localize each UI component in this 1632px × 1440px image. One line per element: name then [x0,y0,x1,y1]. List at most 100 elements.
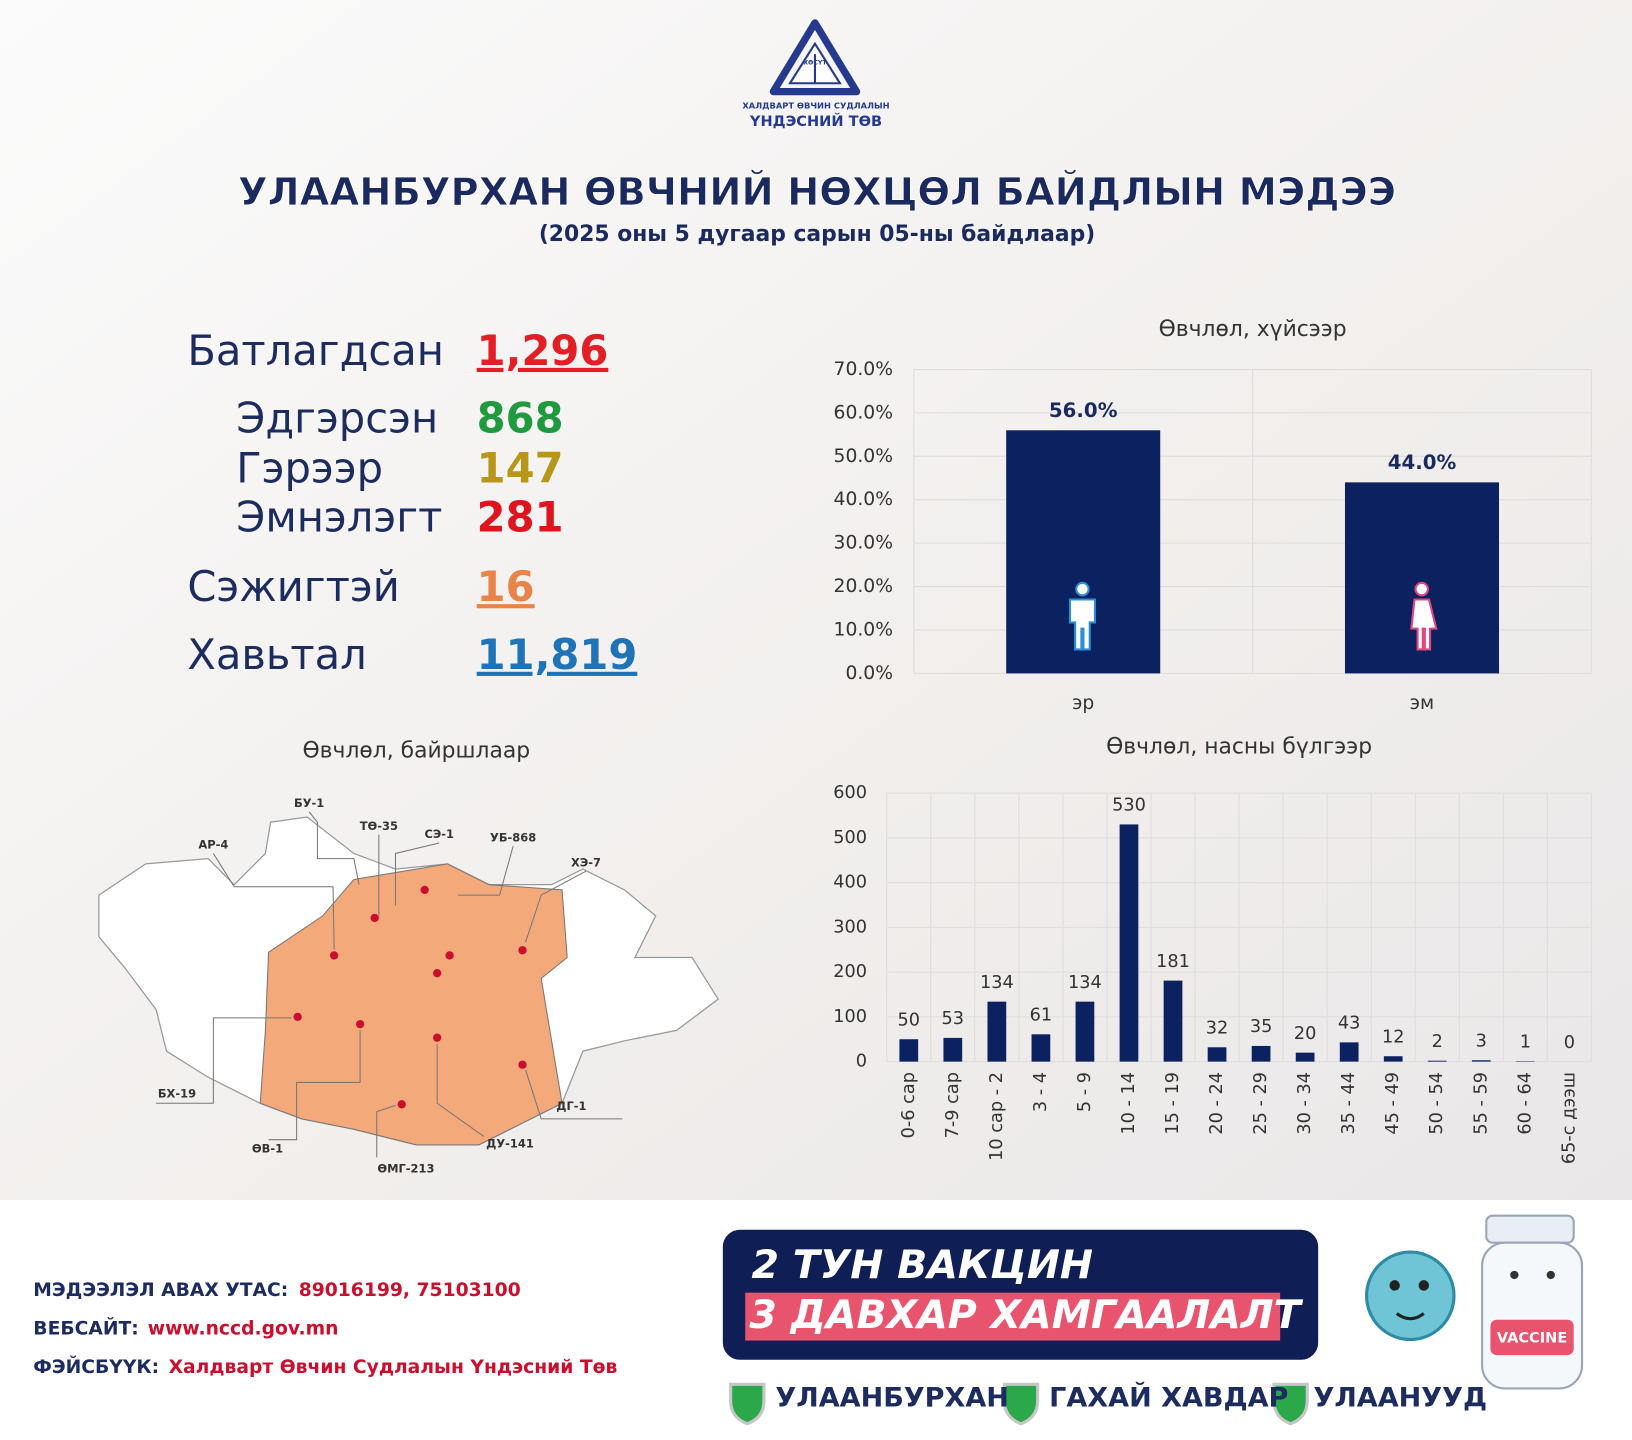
data-label: 44.0% [1388,451,1457,474]
bar [1251,1045,1271,1062]
web: www.nccd.gov.mn [148,1319,339,1340]
x-tick-label: 30 - 34 [1295,1072,1315,1135]
banner-line2: 3 ДАВХАР ХАМГААЛАЛТ [749,1292,1303,1338]
data-label: 61 [1030,1006,1053,1026]
x-tick-label: 60 - 64 [1515,1072,1535,1135]
map-label: ДГ-1 [556,1099,586,1113]
y-tick-label: 0.0% [845,663,893,684]
bar [943,1037,963,1062]
vaccine-label: VACCINE [1497,1329,1567,1346]
subtitle: (2025 оны 5 дугаар сарын 05-ны байдлаар) [539,222,1095,247]
data-label: 134 [1068,973,1102,993]
stat-value: 147 [477,443,564,492]
data-label: 12 [1382,1028,1405,1048]
x-tick-label: 35 - 44 [1339,1072,1359,1135]
check-icon [1002,1382,1040,1426]
map-label: ӨВ-1 [252,1142,283,1156]
data-label: 3 [1476,1032,1487,1052]
stat-label: Сэжигтэй [187,562,399,611]
x-tick-label: 65-с дээш [1559,1072,1579,1164]
female-icon [1410,581,1438,651]
y-tick-label: 10.0% [834,619,893,640]
data-label: 0 [1564,1033,1575,1053]
x-tick-label: 25 - 29 [1251,1072,1271,1135]
y-tick-label: 200 [833,962,867,982]
y-tick-label: 60.0% [834,402,893,423]
x-tick-label: 7-9 сар [943,1072,963,1138]
bar [1295,1052,1315,1062]
data-label: 134 [980,973,1014,993]
data-label: 43 [1338,1014,1361,1034]
logo: ХӨСҮТ ХАЛДВАРТ ӨВЧИН СУДЛАЛЫН ҮНДЭСНИЙ Т… [742,19,890,130]
logo-badge: ХӨСҮТ [803,59,827,66]
bar [987,1001,1007,1062]
banner-highlight [745,1292,1281,1341]
title: УЛААНБУРХАН ӨВЧНИЙ НӨХЦӨЛ БАЙДЛЫН МЭДЭЭ [238,168,1396,215]
data-label: 530 [1112,796,1146,816]
data-label: 53 [942,1009,965,1029]
phone-label: МЭДЭЭЛЭЛ АВАХ УТАС: [33,1280,288,1301]
check-label: УЛААНУУД [1313,1382,1487,1413]
check-label: УЛААНБУРХАН [775,1382,1009,1413]
x-tick-label: эм [1410,693,1434,714]
logo-line2: ҮНДЭСНИЙ ТӨВ [749,112,882,130]
y-tick-label: 20.0% [834,576,893,597]
virus [1365,1250,1456,1342]
y-tick-label: 70.0% [834,359,893,380]
map-label: УБ-868 [490,830,536,844]
y-tick-label: 500 [833,828,867,848]
phone: 89016199, 75103100 [299,1280,521,1301]
map-label: СЭ-1 [424,827,454,841]
data-label: 50 [898,1011,921,1031]
bar [1119,824,1139,1062]
x-tick-label: 5 - 9 [1075,1072,1095,1112]
footer: МЭДЭЭЛЭЛ АВАХ УТАС: 89016199, 75103100 В… [33,1214,1584,1426]
x-tick-label: 55 - 59 [1471,1072,1491,1135]
y-tick-label: 0 [856,1052,867,1072]
stat-label: Эдгэрсэн [236,394,438,443]
bar [1427,1060,1447,1062]
x-tick-label: 0-6 сар [899,1072,919,1138]
x-tick-label: 3 - 4 [1031,1072,1051,1112]
y-tick-label: 40.0% [834,489,893,510]
map-label: БХ-19 [158,1086,196,1100]
fb: Халдварт Өвчин Судлалын Үндэсний Төв [169,1357,618,1378]
stat-value: 11,819 [477,630,638,679]
map-label: АР-4 [198,838,228,852]
x-tick-label: эр [1072,693,1094,714]
bar [1471,1060,1491,1062]
bar [1383,1056,1403,1062]
y-tick-label: 600 [833,783,867,803]
stats: Батлагдсан 1,296 Эдгэрсэн 868 Гэрээр 147… [187,326,637,679]
data-label: 181 [1156,952,1190,972]
y-tick-label: 30.0% [834,533,893,554]
vaccine-bottle: VACCINE [1481,1214,1584,1390]
check-icon [1272,1382,1309,1426]
fb-label: ФЭЙСБҮҮК: [33,1355,159,1378]
data-label: 56.0% [1049,399,1118,422]
logo-line1: ХАЛДВАРТ ӨВЧИН СУДЛАЛЫН [742,101,889,111]
stat-value: 281 [477,492,564,541]
data-label: 35 [1250,1017,1273,1037]
stat-value: 868 [477,394,564,443]
data-label: 2 [1432,1032,1443,1052]
map-label: ДУ-141 [486,1136,534,1150]
bar [1163,980,1183,1062]
y-tick-label: 300 [833,917,867,937]
map: Өвчлөл, байршлаар БУ-1 ТӨ-35 СЭ-1 УБ-868… [98,738,719,1175]
x-tick-label: 15 - 19 [1163,1072,1183,1135]
bar [1031,1034,1051,1062]
check-icon [729,1382,766,1426]
x-tick-label: 10 сар - 2 [987,1072,1007,1161]
y-tick-label: 100 [833,1007,867,1027]
bar [1075,1001,1095,1062]
charts: Өвчлөл, хүйсээр 0.0% 10.0% 20.0% 30.0% 40.0% 5… [833,317,1592,1164]
stat-value: 1,296 [477,326,609,375]
chart-title: Өвчлөл, насны бүлгээр [1106,734,1372,759]
bar [1339,1042,1359,1062]
bar [1207,1047,1227,1062]
data-label: 1 [1520,1032,1531,1052]
y-tick-label: 50.0% [834,446,893,467]
